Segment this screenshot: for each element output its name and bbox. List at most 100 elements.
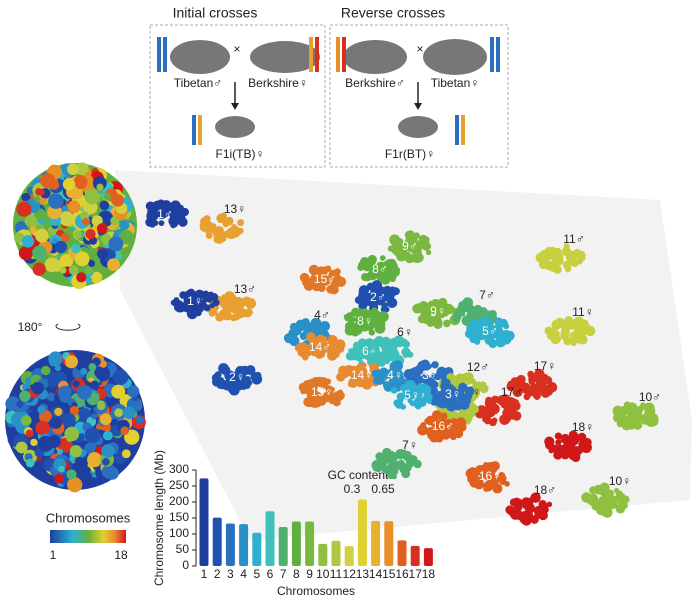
chromatin (32, 262, 46, 276)
chromosome-blob (386, 297, 398, 309)
chromosome-blob (643, 410, 653, 419)
chromatin (15, 441, 28, 454)
chromosome-blob (245, 298, 257, 309)
bar (212, 517, 222, 566)
chromatin (107, 258, 120, 271)
chromosome-blob (500, 333, 512, 345)
chromosome-blob (569, 322, 576, 330)
chromosome-blob (469, 334, 479, 344)
chromosome-blob (433, 432, 443, 441)
chromatin (21, 192, 31, 202)
bar (397, 540, 407, 566)
structure-label: 15♂ (314, 272, 336, 286)
chromosome-blob (575, 448, 581, 454)
x-tick-label: 13 (356, 567, 370, 581)
chromosome-blob (437, 418, 449, 429)
chromatin (64, 426, 80, 442)
chromosome-blob (349, 370, 358, 379)
chromatin (85, 228, 96, 240)
chromatin (54, 473, 64, 484)
chromosome-blob (387, 451, 397, 461)
chromatin (69, 445, 83, 458)
chromosome-blob (440, 391, 449, 400)
x-tick-label: 6 (267, 567, 274, 581)
y-tick-label: 200 (169, 494, 189, 508)
chromatin (75, 162, 89, 176)
chromosome-blob (215, 312, 225, 322)
chromosome-blob (179, 291, 187, 299)
offspring-label: F1r(BT)♀ (385, 147, 435, 161)
arrowheads (231, 103, 422, 110)
chromatin (48, 193, 64, 209)
chromosome-blob (434, 317, 443, 327)
chromosome-blob (368, 329, 376, 336)
chromosome-blob (361, 362, 367, 368)
chromosome-blob (384, 383, 391, 390)
chromosome-blob (413, 459, 422, 469)
chromosome-blob (227, 379, 238, 390)
chromosome-blob (533, 393, 541, 400)
chromosome-blob (422, 236, 430, 243)
chromosome-blob (377, 311, 389, 323)
chromosome-blob (404, 382, 413, 391)
chromosome-blob (416, 391, 423, 397)
chromosome-blob (378, 321, 386, 328)
bar (305, 521, 315, 566)
chromosome-blob (218, 363, 229, 374)
chromosome-blob (315, 334, 326, 345)
chromosome-blob (407, 460, 414, 468)
x-tick-label: 1 (201, 567, 208, 581)
bar (225, 523, 235, 566)
chromosome-blob (568, 431, 576, 439)
cross-sign: × (233, 42, 240, 56)
chromosome-blob (439, 370, 446, 377)
bar (384, 521, 394, 566)
chromosome-blob (567, 435, 579, 447)
chromosome-blob (427, 319, 435, 327)
chromosome-blob (474, 465, 486, 476)
chromatin (99, 360, 108, 368)
chromosome-blob (454, 312, 460, 318)
chromosome-blob (419, 359, 431, 370)
chromosome-blob (431, 410, 442, 421)
chromosome-blob (417, 314, 427, 324)
chromosome-blob (400, 404, 406, 410)
chromosome-blob (188, 301, 195, 307)
chromosome-blob (499, 318, 508, 328)
chromosome-blob (421, 241, 432, 251)
chromosome-blob (237, 219, 245, 227)
chromosome-blob (530, 515, 539, 524)
chromosome-blob (374, 268, 381, 275)
chromosome-blob (468, 410, 476, 418)
chromosome-blob (572, 251, 580, 259)
chromosome-blob (347, 327, 356, 336)
bar (423, 548, 433, 566)
chromosome-blob (631, 412, 643, 424)
chromosome-blob (562, 449, 570, 457)
chromosome-blob (563, 243, 570, 250)
structure-label: 2♂ (370, 290, 386, 304)
structure-label: 7♂ (479, 288, 495, 302)
chromosome-blob (350, 380, 357, 388)
chromatin (18, 246, 34, 261)
chromosome-blob (318, 325, 325, 332)
chromosome-blob (380, 354, 388, 362)
structure-label: 8♂ (372, 262, 388, 276)
chromosome-blob (150, 202, 158, 209)
chromosome-blob (303, 280, 314, 291)
chromosome-blob (545, 250, 554, 259)
chromatin (86, 247, 100, 260)
x-tick-label: 7 (280, 567, 287, 581)
chromosome-blob (176, 303, 183, 310)
chromosome-blob (551, 251, 562, 263)
chromosome-blob (595, 504, 605, 513)
colorbar-label: 18 (114, 548, 128, 562)
chromatin (91, 215, 103, 227)
rotation-arrow (55, 323, 81, 331)
chromosome-blob (446, 401, 457, 412)
chromosome-blob (220, 212, 227, 220)
chromatin (61, 413, 76, 427)
chromatin (99, 200, 110, 211)
chromosome-blob (511, 411, 522, 421)
